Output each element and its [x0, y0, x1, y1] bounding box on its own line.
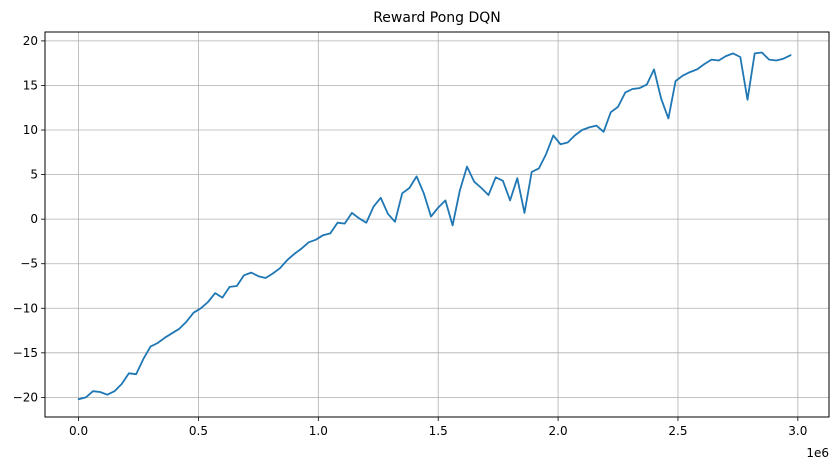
y-tick-label: −15	[13, 346, 38, 360]
chart-title: Reward Pong DQN	[373, 10, 501, 26]
x-tick-label: 1.5	[429, 424, 448, 438]
x-tick-label: 0.5	[189, 424, 208, 438]
y-tick-label: 10	[23, 123, 38, 137]
x-tick-label: 2.5	[668, 424, 687, 438]
reward-line	[77, 51, 792, 401]
y-tick-label: −20	[13, 390, 38, 404]
y-tick-label: −10	[13, 301, 38, 315]
y-tick-label: 5	[30, 168, 38, 182]
y-tick-label: 0	[30, 212, 38, 226]
y-tick-label: −5	[20, 257, 38, 271]
plot-area-frame	[44, 31, 830, 418]
x-axis-offset-label: 1e6	[806, 446, 829, 460]
x-axis-ticks: 0.0 0.5 1.0 1.5 2.0 2.5 3.0	[69, 417, 807, 438]
x-tick-label: 3.0	[788, 424, 807, 438]
x-tick-label: 0.0	[69, 424, 88, 438]
y-tick-label: 20	[23, 34, 38, 48]
grid	[45, 32, 829, 417]
series-layer	[77, 51, 792, 401]
y-tick-label: 15	[23, 78, 38, 92]
x-tick-label: 2.0	[549, 424, 568, 438]
y-axis-ticks: −20 −15 −10 −5 0 5 10 15 20	[13, 34, 45, 404]
x-tick-label: 1.0	[309, 424, 328, 438]
